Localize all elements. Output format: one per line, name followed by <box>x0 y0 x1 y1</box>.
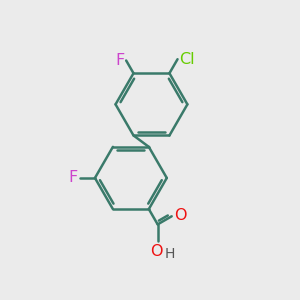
Text: O: O <box>150 244 162 260</box>
Text: O: O <box>174 208 187 223</box>
Text: F: F <box>116 53 125 68</box>
Text: F: F <box>69 170 78 185</box>
Text: H: H <box>165 247 175 261</box>
Text: Cl: Cl <box>179 52 195 67</box>
